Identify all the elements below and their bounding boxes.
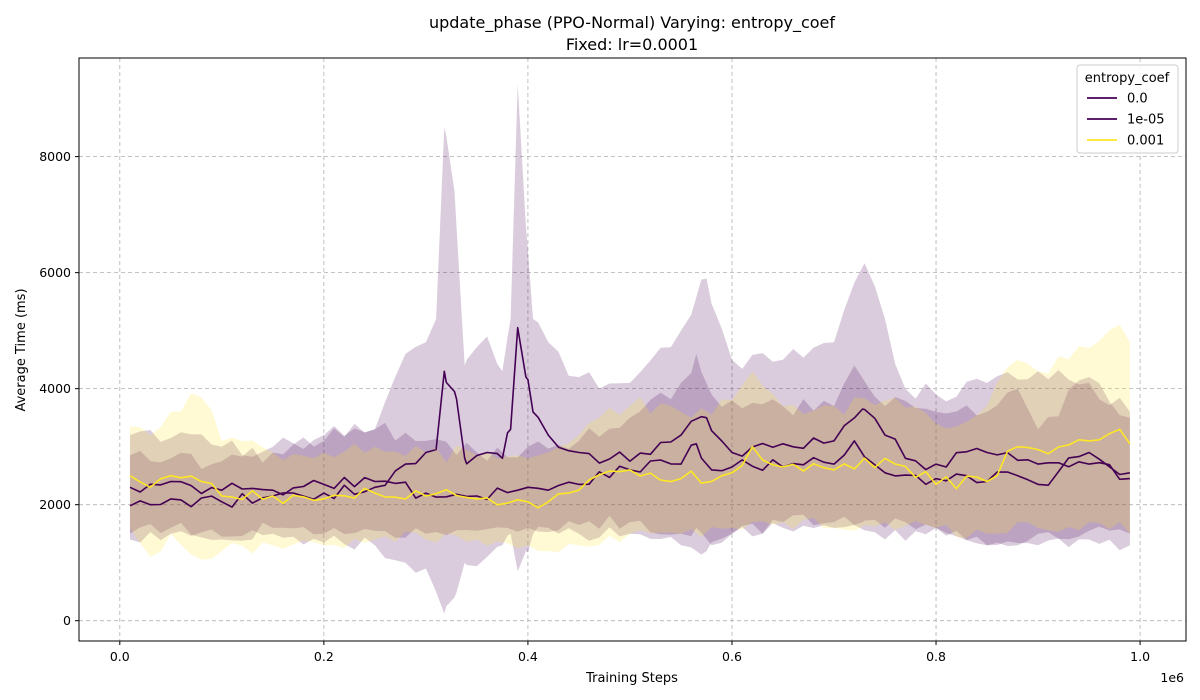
x-axis-ticks: 0.0 0.2 0.4 0.6 0.8 1.0 xyxy=(110,641,1150,664)
x-tick-label: 1.0 xyxy=(1130,649,1150,664)
y-axis-label: Average Time (ms) xyxy=(14,288,29,411)
x-axis-label: Training Steps xyxy=(585,671,678,686)
legend-label-1e-05: 1e-05 xyxy=(1127,113,1165,128)
plot-area-frame xyxy=(78,57,1187,642)
x-tick-label: 0.4 xyxy=(518,649,538,664)
legend[interactable]: entropy_coef 0.0 1e-05 0.001 xyxy=(1076,64,1179,154)
y-tick-label: 6000 xyxy=(39,265,71,280)
legend-label-0.0: 0.0 xyxy=(1127,92,1148,107)
x-axis-scale-label: 1e6 xyxy=(1160,670,1184,685)
confidence-bands xyxy=(130,84,1130,614)
series-lines xyxy=(129,326,1131,509)
chart-title: update_phase (PPO-Normal) Varying: entro… xyxy=(429,13,835,33)
chart-subtitle: Fixed: lr=0.0001 xyxy=(566,35,698,54)
legend-frame xyxy=(1076,64,1179,154)
y-axis-ticks: 0 2000 4000 6000 8000 xyxy=(39,149,79,628)
grid xyxy=(79,58,1186,641)
band-0.001 xyxy=(130,324,1130,560)
y-tick-label: 0 xyxy=(63,613,71,628)
line-0.001 xyxy=(129,428,1131,509)
legend-items: 0.0 1e-05 0.001 xyxy=(1087,92,1165,149)
x-tick-label: 0.2 xyxy=(314,649,334,664)
band-1e-05 xyxy=(130,353,1130,546)
line-0.0 xyxy=(129,326,1130,508)
line-1e-05 xyxy=(129,440,1131,501)
y-tick-label: 8000 xyxy=(39,149,71,164)
legend-label-0.001: 0.001 xyxy=(1127,134,1164,149)
y-tick-label: 2000 xyxy=(39,497,71,512)
x-tick-label: 0.6 xyxy=(722,649,742,664)
x-tick-label: 0.0 xyxy=(110,649,130,664)
y-tick-label: 4000 xyxy=(39,381,71,396)
legend-title: entropy_coef xyxy=(1085,71,1170,86)
x-tick-label: 0.8 xyxy=(926,649,946,664)
